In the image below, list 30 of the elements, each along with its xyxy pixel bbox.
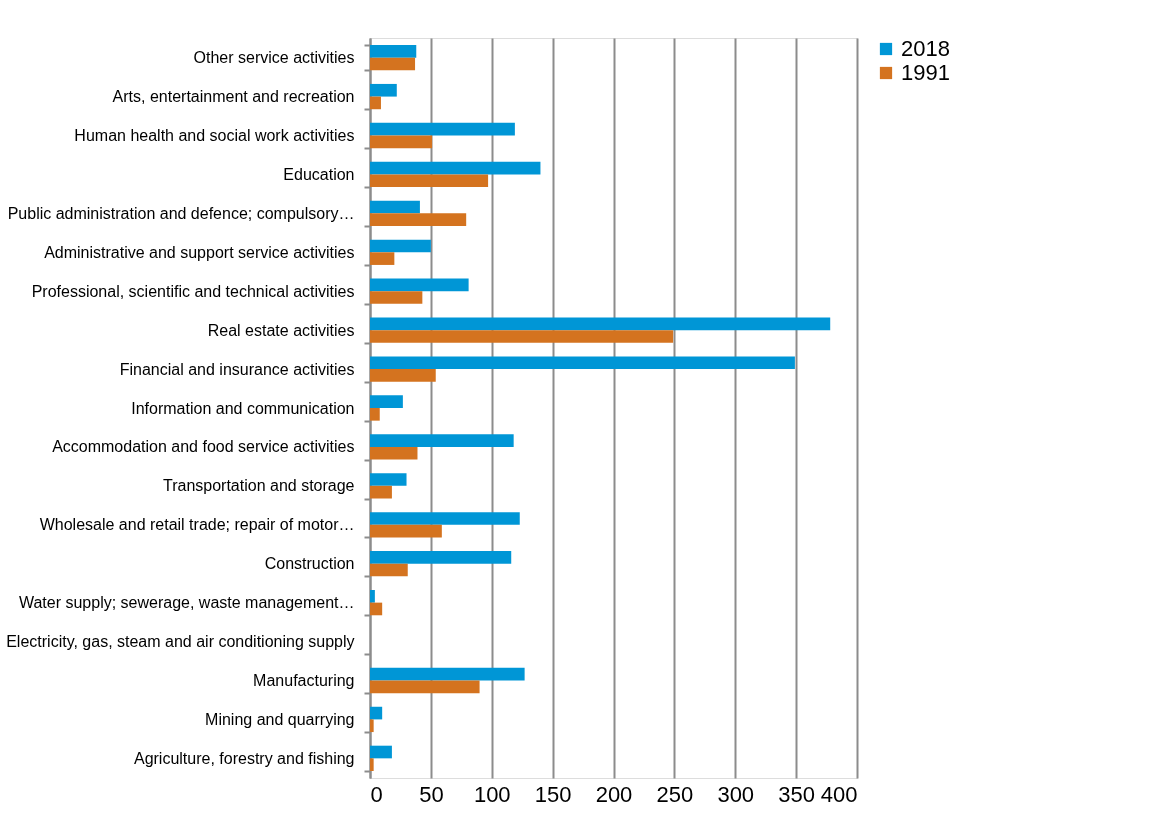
y-tick-label: Construction <box>264 555 355 573</box>
y-tick-label: Real estate activities <box>207 321 355 339</box>
x-tick-label: 50 <box>419 781 444 807</box>
y-tick-label: Accommodation and food service activities <box>52 438 355 456</box>
y-tick-label: Mining and quarrying <box>205 710 355 728</box>
y-tick-label: Professional, scientific and technical activities <box>31 282 355 300</box>
y-tick-label: Wholesale and retail trade; repair of motor… <box>39 516 355 534</box>
y-tick-label: Transportation and storage <box>162 477 355 495</box>
x-tick-label: 0 <box>370 781 383 807</box>
y-tick-label: Manufacturing <box>253 671 355 689</box>
x-tick-label: 150 <box>534 781 572 807</box>
x-tick-label: 250 <box>656 781 694 807</box>
y-tick-label: Electricity, gas, steam and air conditioning supply <box>6 633 355 651</box>
y-tick-label: Administrative and support service activities <box>44 243 355 261</box>
y-tick-label: Education <box>283 165 355 183</box>
y-tick-label: Public administration and defence; compulsory… <box>7 204 355 222</box>
y-tick-label: Human health and social work activities <box>74 127 355 145</box>
x-tick-label: 400 <box>820 781 858 807</box>
y-tick-label: Financial and insurance activities <box>119 360 355 378</box>
y-tick-label: Agriculture, forestry and fishing <box>133 749 355 767</box>
y-tick-label: Arts, entertainment and recreation <box>112 88 355 106</box>
y-tick-label: Information and communication <box>131 399 355 417</box>
x-tick-label: 200 <box>595 781 633 807</box>
y-tick-label: Water supply; sewerage, waste management… <box>18 594 355 612</box>
legend-label: 1991 <box>901 60 950 85</box>
x-tick-label: 300 <box>717 781 755 807</box>
x-tick-label: 100 <box>473 781 511 807</box>
y-tick-label: Other service activities <box>193 49 355 67</box>
x-tick-label: 350 <box>778 781 815 807</box>
legend-label: 2018 <box>901 36 950 61</box>
